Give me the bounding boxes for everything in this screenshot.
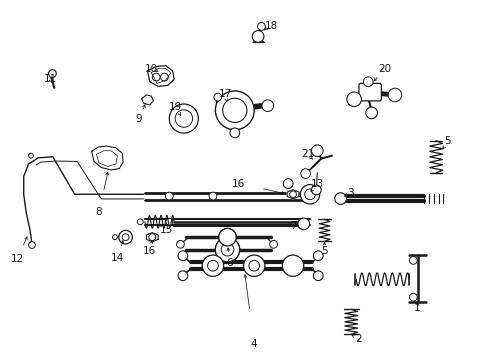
Circle shape [289, 191, 296, 198]
Circle shape [313, 271, 323, 280]
Text: 7: 7 [289, 221, 296, 231]
Circle shape [112, 235, 117, 240]
Circle shape [297, 218, 309, 230]
Text: 15: 15 [160, 225, 173, 235]
Circle shape [257, 23, 265, 30]
Circle shape [229, 128, 239, 138]
Polygon shape [147, 66, 174, 86]
Text: 4: 4 [250, 339, 257, 349]
Text: 20: 20 [378, 64, 391, 73]
Circle shape [262, 100, 273, 112]
Circle shape [300, 185, 319, 204]
Polygon shape [286, 190, 298, 199]
Circle shape [178, 251, 187, 261]
Text: 18: 18 [264, 21, 277, 31]
Circle shape [387, 88, 401, 102]
Text: 16: 16 [143, 247, 156, 256]
Text: 11: 11 [44, 74, 57, 84]
Circle shape [223, 233, 231, 242]
Circle shape [252, 31, 264, 42]
Text: 2: 2 [354, 334, 361, 344]
Circle shape [365, 107, 377, 119]
Circle shape [149, 234, 155, 240]
Polygon shape [142, 95, 153, 105]
Circle shape [207, 260, 218, 271]
Circle shape [334, 193, 346, 204]
Circle shape [178, 271, 187, 280]
Circle shape [213, 93, 221, 101]
Circle shape [28, 153, 33, 158]
Circle shape [218, 229, 236, 246]
Circle shape [119, 230, 132, 244]
Text: 3: 3 [346, 188, 353, 198]
Text: 13: 13 [310, 179, 323, 189]
Text: 14: 14 [110, 253, 124, 263]
Circle shape [122, 234, 129, 240]
Circle shape [313, 251, 323, 261]
Text: 9: 9 [135, 114, 142, 124]
Circle shape [175, 110, 192, 127]
Text: 19: 19 [169, 102, 182, 112]
Circle shape [243, 255, 264, 276]
Polygon shape [91, 146, 123, 170]
Circle shape [282, 255, 303, 276]
Text: 1: 1 [412, 303, 419, 313]
Circle shape [209, 192, 216, 200]
Circle shape [176, 240, 184, 248]
Circle shape [300, 169, 310, 179]
Circle shape [408, 256, 416, 264]
Text: 21: 21 [300, 149, 314, 159]
Circle shape [283, 179, 292, 188]
Text: 5: 5 [321, 247, 327, 256]
Circle shape [160, 73, 168, 81]
Circle shape [169, 104, 198, 133]
Circle shape [137, 219, 143, 225]
Circle shape [304, 189, 315, 200]
Circle shape [165, 192, 173, 200]
Circle shape [311, 145, 323, 157]
Circle shape [221, 243, 233, 256]
Circle shape [215, 238, 239, 262]
Text: 16: 16 [232, 179, 245, 189]
Circle shape [346, 92, 361, 107]
Circle shape [311, 185, 321, 195]
Circle shape [202, 255, 223, 276]
Text: 6: 6 [226, 258, 233, 268]
Circle shape [165, 219, 172, 225]
FancyBboxPatch shape [358, 84, 381, 101]
Text: 5: 5 [443, 136, 450, 147]
Circle shape [221, 243, 233, 256]
Text: 8: 8 [96, 207, 102, 217]
Circle shape [152, 73, 160, 81]
Circle shape [269, 240, 277, 248]
Circle shape [222, 98, 246, 122]
Polygon shape [146, 233, 158, 242]
Circle shape [215, 238, 239, 262]
Circle shape [28, 242, 35, 248]
Text: 12: 12 [11, 253, 24, 264]
Circle shape [363, 77, 372, 87]
Circle shape [218, 229, 236, 246]
Circle shape [215, 91, 254, 130]
Circle shape [408, 293, 416, 301]
Circle shape [248, 260, 259, 271]
Circle shape [48, 70, 56, 77]
Text: 10: 10 [144, 64, 158, 73]
Text: 17: 17 [218, 89, 231, 99]
